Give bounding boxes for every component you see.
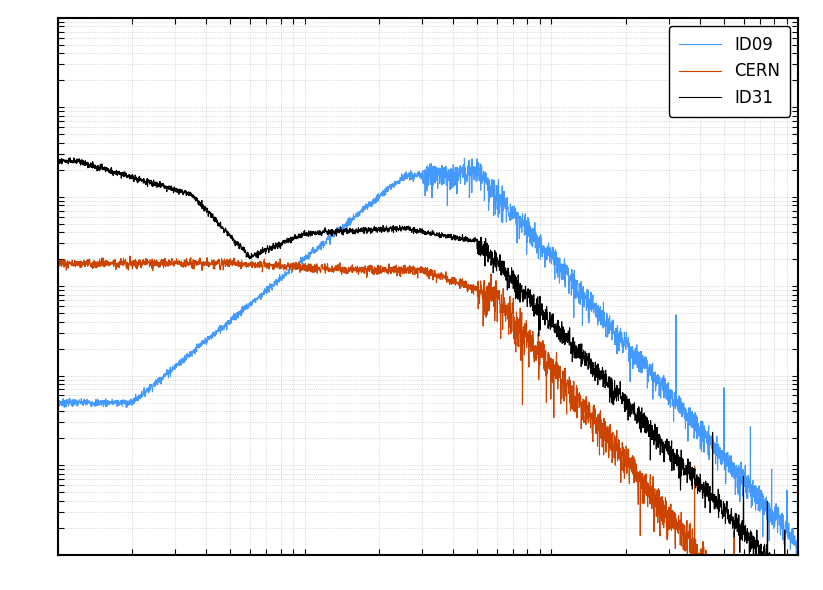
CERN [137,257,147,264]
ID09 [137,394,147,401]
Line: ID31: ID31 [58,158,798,590]
ID31 [793,581,803,588]
Legend: ID09, CERN, ID31: ID09, CERN, ID31 [669,26,790,117]
CERN [337,264,346,271]
ID31 [53,160,63,168]
ID09 [53,396,63,403]
ID09 [369,195,379,202]
ID09 [337,224,346,231]
ID31 [181,192,191,199]
Line: ID09: ID09 [58,158,798,561]
ID09 [459,155,469,162]
CERN [125,253,135,260]
ID09 [700,440,709,447]
ID31 [700,489,709,496]
ID09 [793,529,803,536]
ID31 [369,225,379,232]
ID31 [137,176,147,183]
ID09 [792,558,802,565]
Line: CERN: CERN [58,256,798,590]
ID31 [337,230,346,237]
CERN [181,261,191,268]
CERN [700,558,709,565]
ID09 [779,527,789,534]
ID31 [779,566,789,573]
ID31 [65,154,75,161]
CERN [369,271,379,278]
ID09 [181,356,191,363]
CERN [53,262,63,269]
